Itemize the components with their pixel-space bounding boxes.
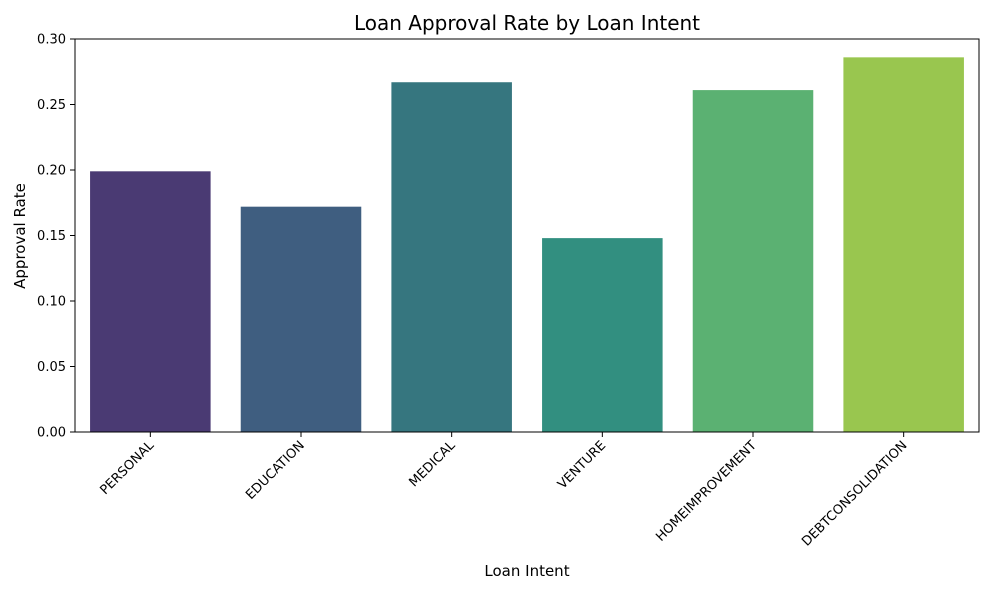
bar-medical — [391, 82, 512, 432]
x-tick-label-venture: VENTURE — [555, 438, 609, 492]
y-axis: 0.00 0.05 0.10 0.15 0.20 0.25 0.30 — [37, 33, 75, 441]
y-tick-label: 0.30 — [37, 33, 66, 48]
chart-title: Loan Approval Rate by Loan Intent — [354, 11, 700, 35]
plot-frame — [74, 38, 980, 433]
bar-venture — [542, 238, 663, 432]
x-axis: PERSONAL EDUCATION MEDICAL VENTURE HOMEIMPRO… — [97, 432, 910, 549]
y-tick-label: 0.15 — [37, 229, 66, 244]
x-tick-label-personal: PERSONAL — [97, 438, 157, 498]
y-axis-label: Approval Rate — [11, 183, 29, 289]
bar-personal — [90, 171, 211, 432]
y-tick-label: 0.10 — [37, 295, 66, 310]
y-tick-label: 0.20 — [37, 164, 66, 179]
y-tick-label: 0.25 — [37, 98, 66, 113]
x-tick-label-homeimprovement: HOMEIMPROVEMENT — [653, 438, 760, 545]
bar-homeimprovement — [692, 90, 814, 432]
x-tick-label-medical: MEDICAL — [407, 438, 459, 490]
x-axis-label: Loan Intent — [484, 562, 569, 580]
y-tick-label: 0.05 — [37, 360, 66, 375]
y-tick-label: 0.00 — [37, 426, 66, 441]
x-tick-label-debtconsolidation: DEBTCONSOLIDATION — [799, 438, 910, 549]
bar-debtconsolidation — [843, 57, 964, 433]
bar-education — [240, 206, 362, 432]
bars-group — [90, 57, 964, 433]
x-tick-label-education: EDUCATION — [243, 438, 308, 503]
